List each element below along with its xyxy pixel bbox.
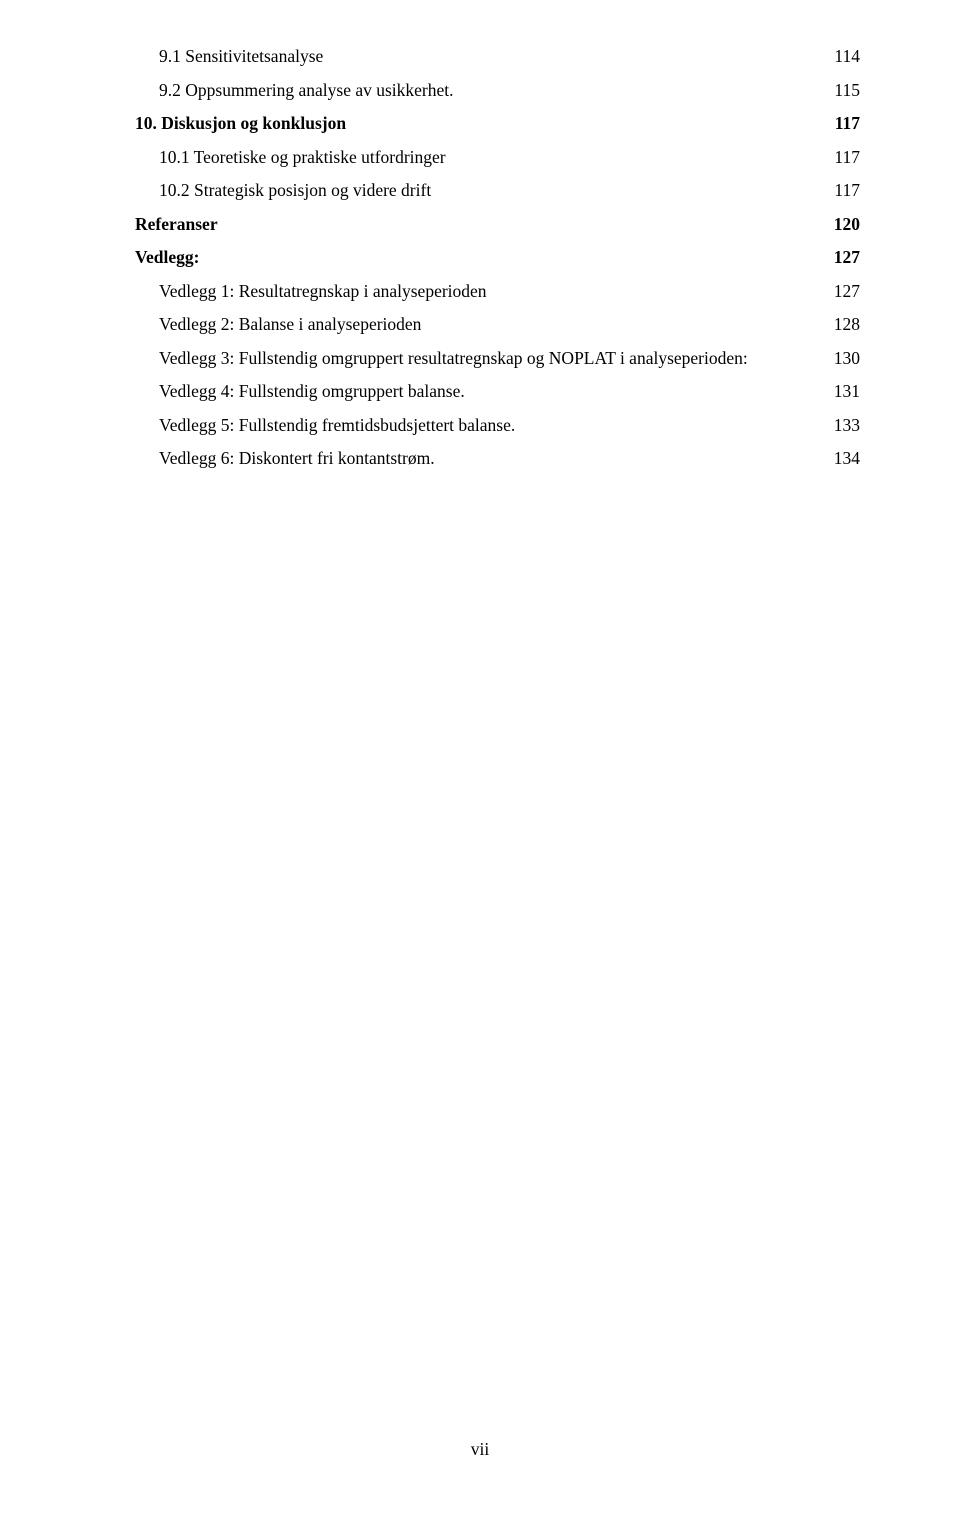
toc-entry-label: 10.2 Strategisk posisjon og videre drift bbox=[159, 182, 431, 200]
toc-entry-page: 128 bbox=[834, 316, 860, 334]
toc-entry: Vedlegg 1: Resultatregnskap i analyseper… bbox=[159, 283, 860, 301]
toc-entry: Vedlegg 6: Diskontert fri kontantstrøm. … bbox=[159, 450, 860, 468]
toc-entry: Vedlegg: 127 bbox=[135, 249, 860, 267]
toc-entry-label: Vedlegg 2: Balanse i analyseperioden bbox=[159, 316, 421, 334]
toc-entry: Referanser 120 bbox=[135, 216, 860, 234]
toc-entry-page: 130 bbox=[834, 350, 860, 368]
toc-entry: 9.1 Sensitivitetsanalyse 114 bbox=[159, 48, 860, 66]
toc-entry-label: Vedlegg 3: Fullstendig omgruppert result… bbox=[159, 350, 748, 368]
document-page: 9.1 Sensitivitetsanalyse 114 9.2 Oppsumme… bbox=[0, 0, 960, 1515]
page-number-footer: vii bbox=[0, 1439, 960, 1460]
toc-entry-label: Vedlegg 4: Fullstendig omgruppert balans… bbox=[159, 383, 465, 401]
toc-entry-label: 9.1 Sensitivitetsanalyse bbox=[159, 48, 323, 66]
toc-entry-page: 133 bbox=[834, 417, 860, 435]
toc-entry-label: 9.2 Oppsummering analyse av usikkerhet. bbox=[159, 82, 454, 100]
table-of-contents: 9.1 Sensitivitetsanalyse 114 9.2 Oppsumme… bbox=[135, 48, 860, 468]
toc-entry: Vedlegg 5: Fullstendig fremtidsbudsjette… bbox=[159, 417, 860, 435]
toc-entry-label: Vedlegg 1: Resultatregnskap i analyseper… bbox=[159, 283, 487, 301]
toc-entry-label: Vedlegg: bbox=[135, 249, 200, 267]
toc-entry-label: Vedlegg 5: Fullstendig fremtidsbudsjette… bbox=[159, 417, 515, 435]
toc-entry-label: Vedlegg 6: Diskontert fri kontantstrøm. bbox=[159, 450, 435, 468]
toc-entry: 10. Diskusjon og konklusjon 117 bbox=[135, 115, 860, 133]
toc-entry-page: 115 bbox=[834, 82, 860, 100]
toc-entry-label: Referanser bbox=[135, 216, 218, 234]
toc-entry-page: 127 bbox=[834, 283, 860, 301]
toc-entry-label: 10.1 Teoretiske og praktiske utfordringe… bbox=[159, 149, 446, 167]
toc-entry-page: 117 bbox=[835, 115, 860, 133]
toc-entry-page: 120 bbox=[834, 216, 860, 234]
toc-entry: Vedlegg 4: Fullstendig omgruppert balans… bbox=[159, 383, 860, 401]
toc-entry-page: 117 bbox=[834, 149, 860, 167]
toc-entry-page: 127 bbox=[834, 249, 860, 267]
toc-entry-page: 114 bbox=[834, 48, 860, 66]
toc-entry: 9.2 Oppsummering analyse av usikkerhet. … bbox=[159, 82, 860, 100]
toc-entry: Vedlegg 2: Balanse i analyseperioden 128 bbox=[159, 316, 860, 334]
toc-entry: 10.1 Teoretiske og praktiske utfordringe… bbox=[159, 149, 860, 167]
toc-entry: Vedlegg 3: Fullstendig omgruppert result… bbox=[159, 350, 860, 368]
toc-entry: 10.2 Strategisk posisjon og videre drift… bbox=[159, 182, 860, 200]
toc-entry-label: 10. Diskusjon og konklusjon bbox=[135, 115, 346, 133]
toc-entry-page: 117 bbox=[834, 182, 860, 200]
toc-entry-page: 134 bbox=[834, 450, 860, 468]
toc-entry-page: 131 bbox=[834, 383, 860, 401]
